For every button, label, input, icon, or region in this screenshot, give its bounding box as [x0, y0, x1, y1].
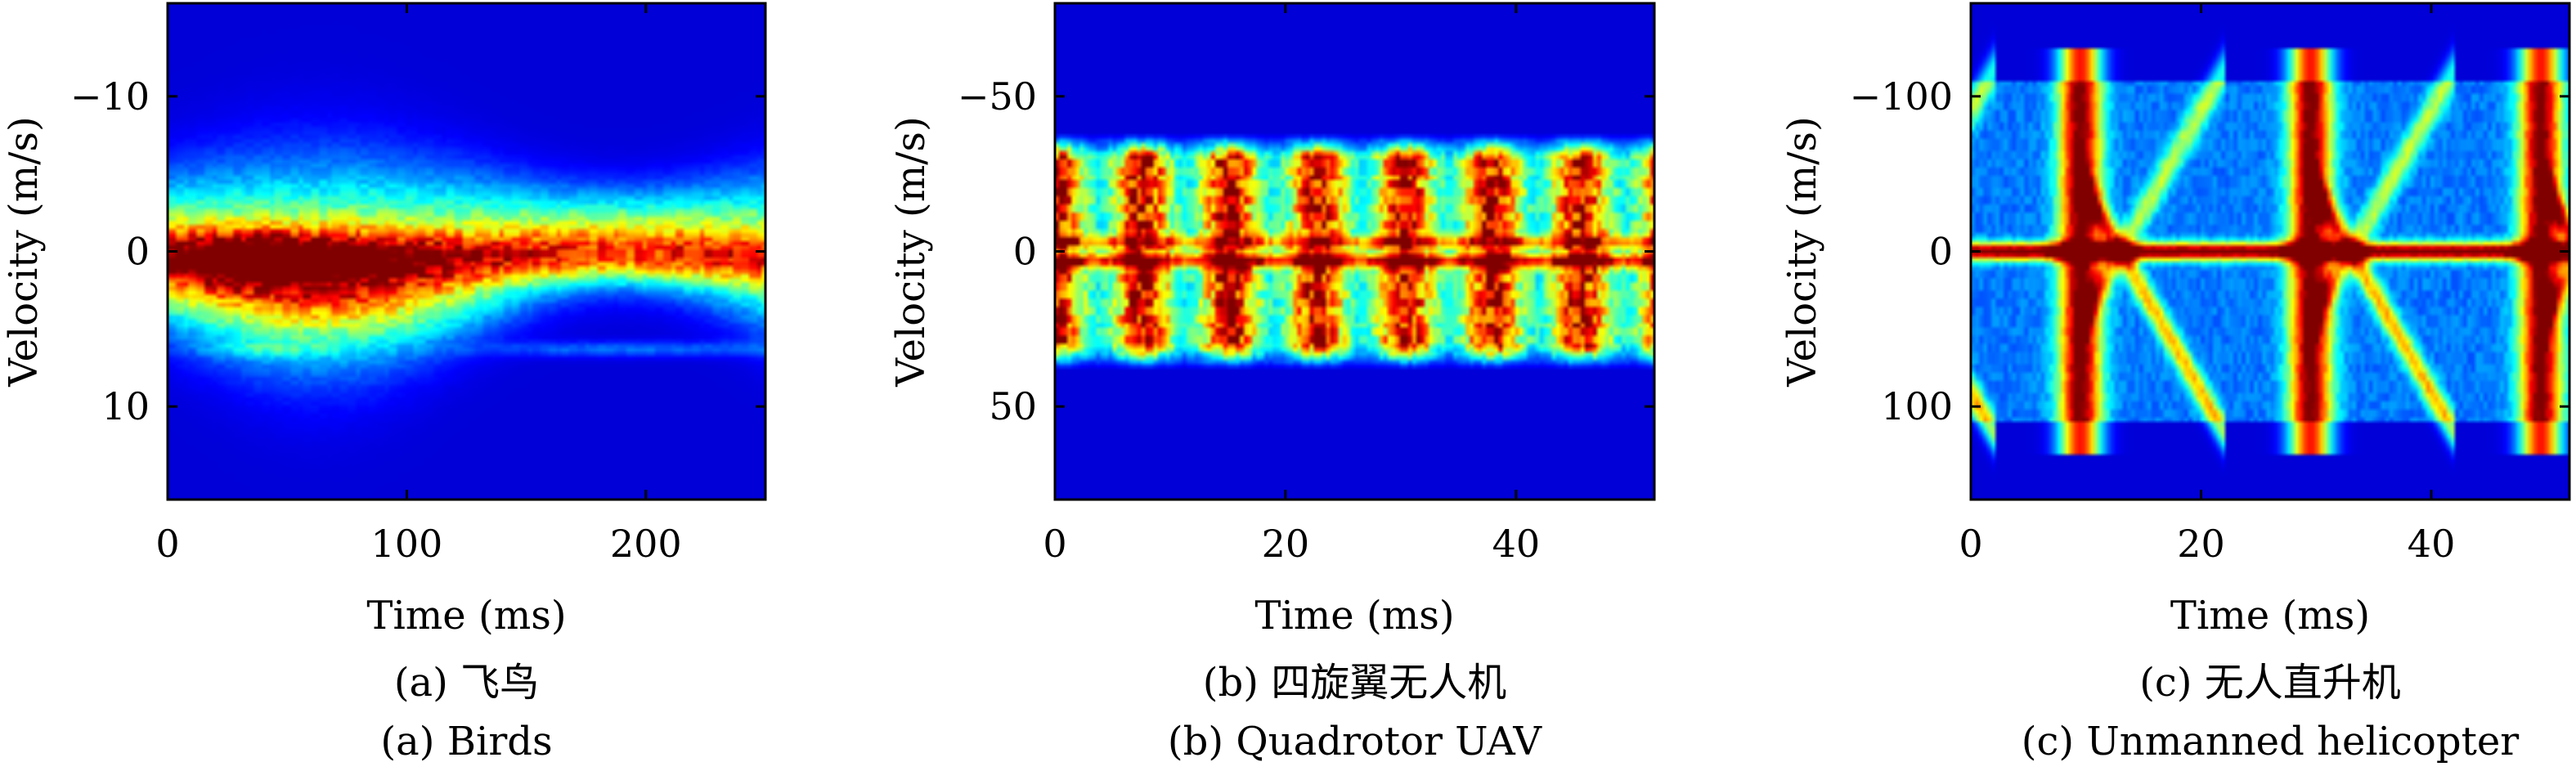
caption-chinese: (b) 四旋翼无人机 — [1203, 660, 1506, 706]
x-tick-label: 20 — [1262, 522, 1310, 566]
x-tick-label: 0 — [1959, 522, 1982, 566]
subplot-quadrotor: 0 20 40 −50 0 50 Time (ms) Velocity (m/s) (b) 四旋… — [888, 2, 1656, 764]
y-axis-label: Velocity (m/s) — [1, 116, 47, 388]
x-axis-label: Time (ms) — [2170, 593, 2370, 639]
caption-chinese: (a) 飞鸟 — [394, 660, 539, 706]
y-tick-label: 0 — [126, 230, 150, 274]
x-tick-label: 100 — [370, 522, 442, 566]
x-tick-label: 0 — [155, 522, 179, 566]
y-axis-label: Velocity (m/s) — [1779, 116, 1825, 388]
x-tick-label: 40 — [2408, 522, 2456, 566]
y-tick-label: −10 — [70, 74, 150, 119]
caption-english: (a) Birds — [380, 719, 552, 764]
y-axis-label: Velocity (m/s) — [888, 116, 934, 388]
heatmap-image — [1055, 3, 1654, 500]
caption-chinese: (c) 无人直升机 — [2139, 660, 2401, 706]
y-tick-label: 50 — [989, 384, 1037, 428]
heatmap-image — [1971, 3, 2569, 500]
x-tick-label: 40 — [1492, 522, 1541, 566]
y-tick-label: 100 — [1881, 384, 1953, 428]
x-axis-label: Time (ms) — [1254, 593, 1454, 639]
y-tick-label: 0 — [1013, 230, 1037, 274]
caption-english: (c) Unmanned helicopter — [2022, 719, 2520, 764]
x-tick-label: 200 — [610, 522, 682, 566]
subplot-bird: 0 100 200 −10 0 10 Time (ms) Velocity (m/s) (a) … — [1, 2, 767, 764]
x-tick-label: 0 — [1043, 522, 1066, 566]
y-tick-label: 10 — [101, 384, 150, 428]
y-tick-label: 0 — [1929, 230, 1953, 274]
subplot-helicopter: 0 20 40 −100 0 100 Time (ms) Velocity (m/s) (c) … — [1779, 2, 2571, 764]
caption-english: (b) Quadrotor UAV — [1168, 719, 1543, 764]
heatmap-image — [168, 3, 765, 500]
x-tick-label: 20 — [2177, 522, 2225, 566]
y-tick-label: −100 — [1850, 74, 1953, 119]
y-tick-label: −50 — [958, 74, 1037, 119]
x-axis-label: Time (ms) — [366, 593, 566, 639]
